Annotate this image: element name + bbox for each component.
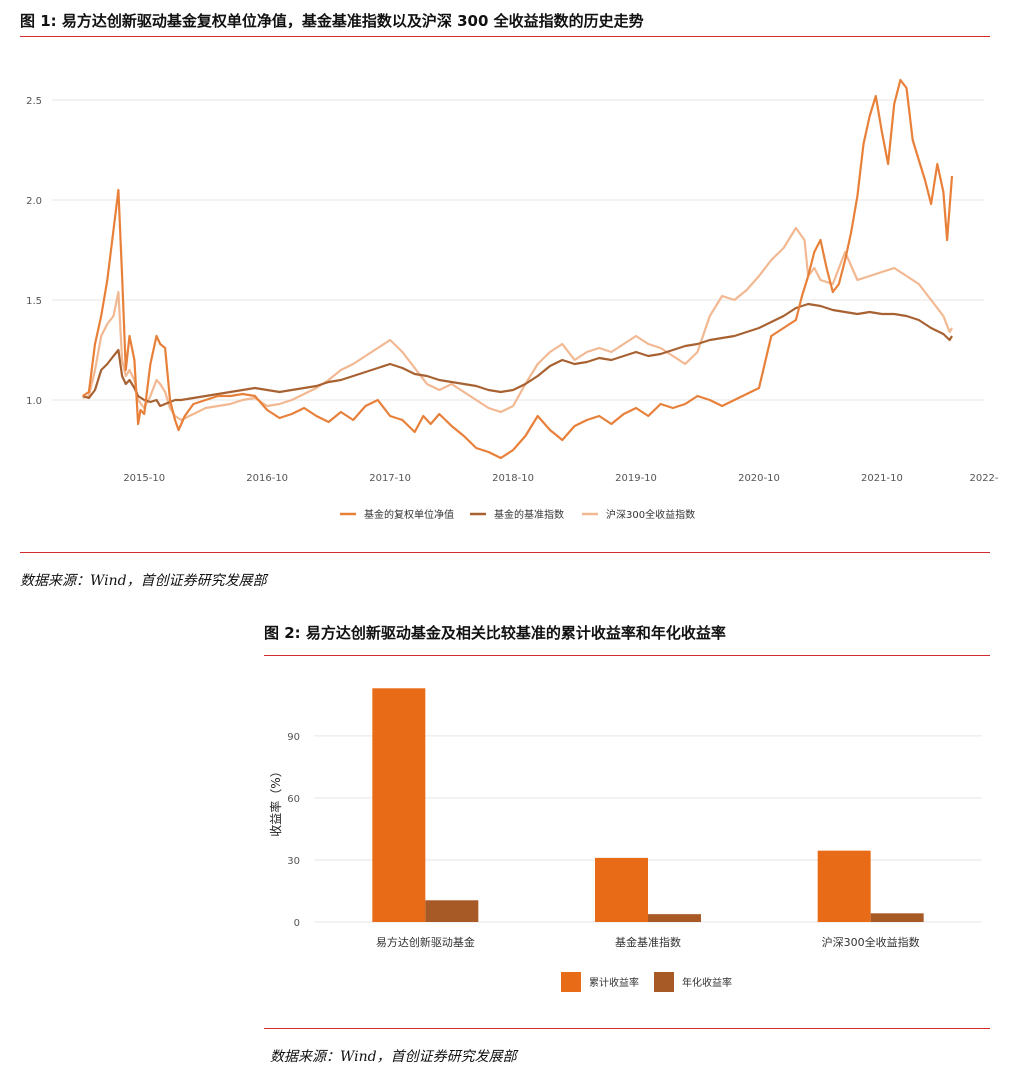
y-tick-label: 2.5 <box>26 96 42 107</box>
bar <box>870 913 924 922</box>
figure1-title-rule <box>20 36 990 37</box>
legend-label: 年化收益率 <box>682 976 732 989</box>
y-tick-label: 1.0 <box>26 396 42 407</box>
legend-label: 基金的复权单位净值 <box>364 508 454 521</box>
y-tick-label: 2.0 <box>26 196 42 207</box>
figure2-title: 图 2: 易方达创新驱动基金及相关比较基准的累计收益率和年化收益率 <box>264 624 726 642</box>
y-tick-label: 30 <box>287 856 300 867</box>
legend-label: 累计收益率 <box>589 976 639 989</box>
x-tick-label: 2022- <box>969 473 998 484</box>
figure2-bottom-rule <box>264 1028 990 1029</box>
figure1-bottom-rule <box>20 552 990 553</box>
x-tick-label: 2017-10 <box>369 473 411 484</box>
x-tick-label: 2021-10 <box>861 473 903 484</box>
bar <box>425 900 479 922</box>
line-chart: 1.0 1.5 2.0 2.5 2015-10 2016-10 2017-10 2018-10… <box>26 78 999 521</box>
y-tick-label: 90 <box>287 732 300 743</box>
series-line <box>82 78 954 460</box>
y-tick-label: 1.5 <box>26 296 42 307</box>
bar <box>648 914 701 922</box>
x-tick-label: 2018-10 <box>492 473 534 484</box>
y-tick-label: 60 <box>287 794 300 805</box>
figure2-source: 数据来源：Wind，首创证券研究发展部 <box>270 1049 517 1065</box>
legend-label: 基金的基准指数 <box>494 508 564 521</box>
series-line <box>82 226 953 422</box>
bar <box>817 850 871 922</box>
series-line <box>82 302 953 408</box>
x-tick-label: 沪深300全收益指数 <box>822 935 920 949</box>
x-tick-label: 2015-10 <box>123 473 165 484</box>
legend-label: 沪深300全收益指数 <box>606 508 695 521</box>
x-tick-label: 2020-10 <box>738 473 780 484</box>
bar <box>595 857 648 922</box>
x-tick-label: 2016-10 <box>246 473 288 484</box>
figure1-title: 图 1: 易方达创新驱动基金复权单位净值，基金基准指数以及沪深 300 全收益指… <box>20 12 644 30</box>
legend-swatch <box>561 972 581 992</box>
legend-swatch <box>654 972 674 992</box>
figure1-source: 数据来源：Wind，首创证券研究发展部 <box>20 573 267 589</box>
bar <box>372 688 426 922</box>
figure2-title-rule <box>264 655 990 656</box>
x-tick-label: 2019-10 <box>615 473 657 484</box>
y-tick-label: 0 <box>294 918 300 929</box>
bar-chart: 0 30 60 90 收益率（%） 易方达创新驱动基金 基金基准指数 沪深300全收益指数累计… <box>268 688 982 992</box>
x-tick-label: 易方达创新驱动基金 <box>376 935 475 949</box>
y-axis-label: 收益率（%） <box>268 765 283 836</box>
x-tick-label: 基金基准指数 <box>615 935 681 949</box>
